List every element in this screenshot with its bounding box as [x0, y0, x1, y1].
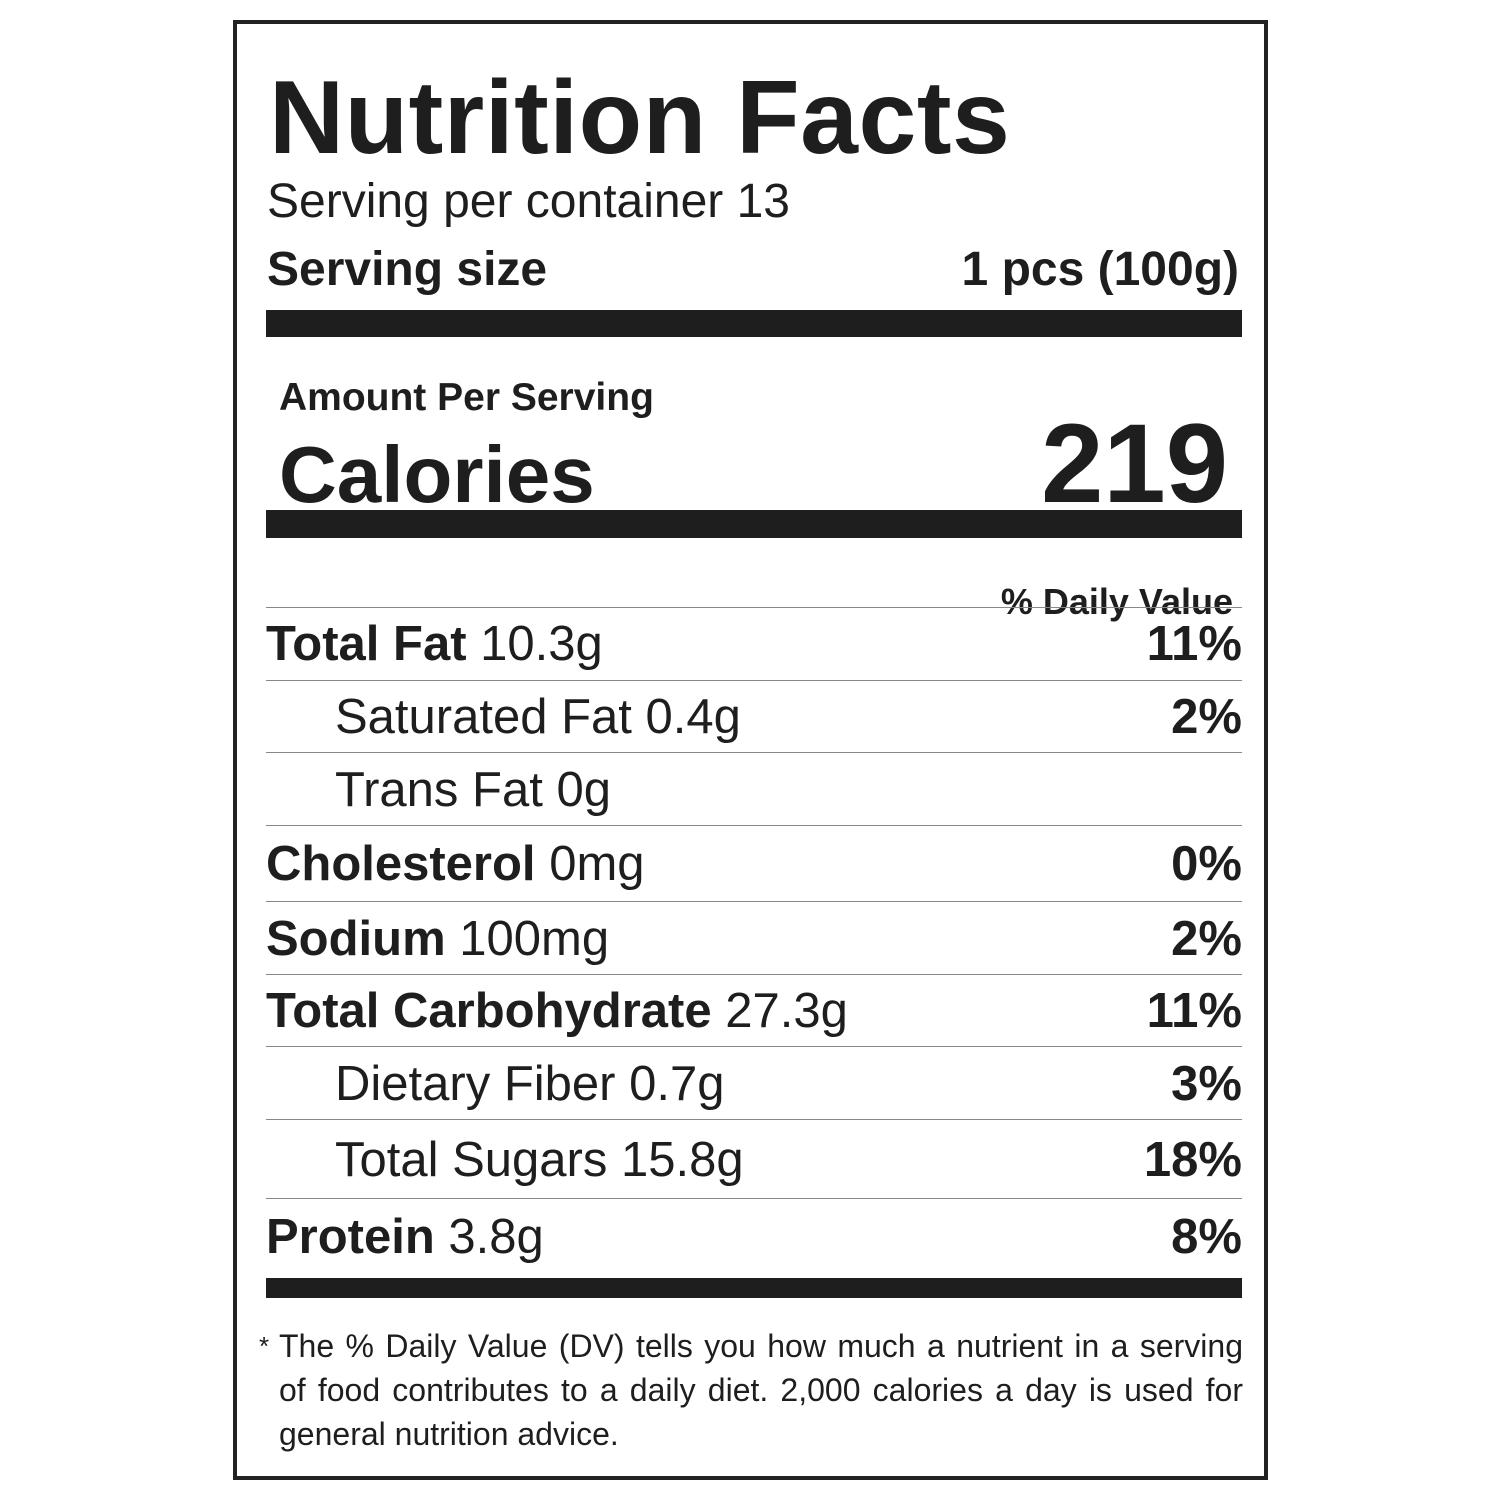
nutrient-dv: 11% [1146, 984, 1242, 1038]
nutrient-row: Total Sugars 15.8g 18% [266, 1119, 1242, 1199]
footnote: * The % Daily Value (DV) tells you how m… [259, 1324, 1243, 1456]
nutrient-row: Trans Fat 0g [266, 752, 1242, 826]
nutrient-name: Trans Fat [335, 762, 543, 817]
label-title: Nutrition Facts [269, 60, 1011, 176]
nutrient-row: Total Fat 10.3g 11% [266, 607, 1242, 680]
nutrient-dv: 2% [1171, 690, 1242, 744]
nutrient-row: Total Carbohydrate 27.3g 11% [266, 974, 1242, 1047]
nutrition-facts-label: Nutrition Facts Serving per container 13… [233, 20, 1268, 1480]
nutrient-amount: 0mg [549, 837, 645, 891]
nutrient-dv: 0% [1171, 837, 1242, 891]
nutrient-name: Dietary Fiber [335, 1056, 616, 1111]
nutrient-name: Total Carbohydrate [266, 984, 712, 1038]
thick-divider [266, 510, 1242, 538]
nutrient-name: Saturated Fat [335, 690, 632, 744]
calories-label: Calories [279, 430, 595, 519]
nutrient-dv: 8% [1171, 1210, 1242, 1264]
nutrient-row: Cholesterol 0mg 0% [266, 825, 1242, 902]
nutrient-amount: 0g [556, 762, 611, 817]
nutrient-name: Total Sugars [335, 1132, 608, 1187]
amount-per-serving: Amount Per Serving [279, 376, 654, 419]
footnote-text: The % Daily Value (DV) tells you how muc… [279, 1328, 1243, 1452]
calories-value: 219 [1041, 401, 1228, 526]
nutrient-amount: 27.3g [725, 984, 848, 1038]
nutrient-amount: 0.7g [629, 1056, 725, 1111]
nutrient-dv: 18% [1143, 1132, 1242, 1187]
daily-value-header: % Daily Value [1000, 581, 1233, 622]
nutrient-row: Sodium 100mg 2% [266, 901, 1242, 975]
thick-divider [266, 1278, 1242, 1298]
nutrient-amount: 15.8g [621, 1132, 744, 1187]
nutrient-name: Sodium [266, 911, 446, 966]
nutrient-row: Protein 3.8g 8% [266, 1198, 1242, 1275]
nutrient-name: Protein [266, 1210, 435, 1264]
footnote-marker: * [259, 1331, 270, 1361]
nutrient-dv: 11% [1146, 617, 1242, 671]
nutrient-amount: 100mg [459, 911, 610, 966]
nutrient-name: Cholesterol [266, 837, 536, 891]
servings-per-container: Serving per container 13 [267, 175, 790, 228]
thick-divider [266, 310, 1242, 337]
serving-size-label: Serving size [267, 243, 548, 296]
nutrient-name: Total Fat [266, 617, 467, 671]
nutrient-dv: 3% [1171, 1056, 1242, 1111]
nutrient-dv: 2% [1171, 911, 1242, 966]
nutrient-amount: 10.3g [480, 617, 603, 671]
nutrient-row: Dietary Fiber 0.7g 3% [266, 1046, 1242, 1120]
serving-size-value: 1 pcs (100g) [961, 243, 1239, 296]
nutrient-row: Saturated Fat 0.4g 2% [266, 680, 1242, 753]
serving-size: Serving size 1 pcs (100g) [267, 242, 1239, 298]
nutrient-amount: 3.8g [448, 1210, 544, 1264]
nutrient-amount: 0.4g [645, 690, 741, 744]
